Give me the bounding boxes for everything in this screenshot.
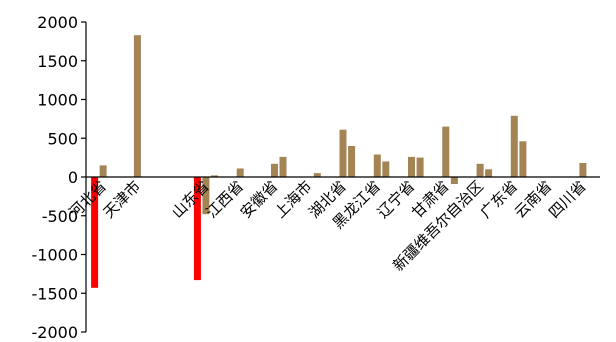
y-tick-label: -500	[42, 207, 78, 226]
bar-甘肃省-s2	[442, 126, 450, 177]
category-label: 安徽省	[237, 177, 282, 222]
y-tick-label: 1000	[37, 91, 78, 110]
bar-河北省-s1	[91, 177, 99, 288]
category-label: 四川省	[545, 177, 590, 222]
bar-广东省-s3	[519, 141, 527, 177]
bar-黑龙江省-s2	[373, 154, 381, 177]
bar-辽宁省-s2	[408, 156, 415, 177]
bars	[91, 35, 587, 288]
category-label: 天津市	[100, 177, 145, 222]
bar-山东省-s3	[211, 175, 218, 177]
y-tick-label: -1500	[32, 284, 79, 303]
category-label: 辽宁省	[374, 177, 419, 222]
y-tick-label: 2000	[37, 13, 78, 32]
bar-辽宁省-s3	[416, 157, 424, 177]
bar-新疆维吾尔自治区-s3	[485, 169, 493, 178]
category-label: 云南省	[511, 177, 556, 222]
bar-河北省-s2	[99, 165, 107, 177]
bar-上海市-s3	[313, 173, 321, 177]
y-tick-label: 0	[68, 168, 78, 187]
bar-广东省-s2	[510, 115, 518, 177]
y-axis: -2000 -1500 -1000 -500 0 500 1000 1500 2000	[32, 13, 87, 342]
bar-湖北省-s2	[339, 129, 347, 177]
y-tick-label: 500	[47, 129, 78, 148]
y-tick-label: 1500	[37, 52, 78, 71]
bar-新疆维吾尔自治区-s2	[476, 163, 484, 177]
bar-江西省-s2	[236, 168, 244, 177]
bar-天津市-s2	[133, 35, 141, 178]
bar-安徽省-s3	[279, 156, 287, 177]
bar-甘肃省-s3	[450, 177, 458, 184]
bar-四川省-s2	[579, 163, 587, 177]
category-label: 上海市	[271, 177, 316, 222]
bar-安徽省-s2	[271, 163, 278, 177]
bar-山东省-s2	[202, 177, 210, 215]
category-label: 广东省	[477, 177, 522, 222]
y-tick-label: -1000	[32, 246, 79, 265]
bar-黑龙江省-s3	[382, 161, 390, 177]
bar-湖北省-s3	[348, 146, 356, 177]
y-tick-label: -2000	[32, 323, 79, 342]
bar-山东省-s1	[193, 177, 201, 281]
